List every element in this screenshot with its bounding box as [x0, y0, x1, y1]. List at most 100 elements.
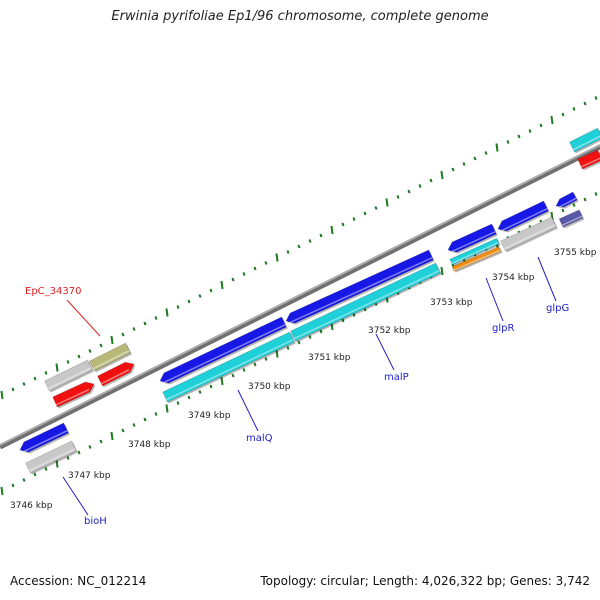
- feature-blue-bioH-highlight: [20, 430, 68, 454]
- minor-tick: [242, 368, 246, 372]
- feature-blue-glpR-highlight: [448, 231, 496, 254]
- position-label: 3750 kbp: [248, 382, 291, 392]
- label-layer: 3746 kbp 3747 kbp 3748 kbp 3749 kbp 3750 kbp…: [10, 248, 597, 527]
- position-label: 3754 kbp: [492, 273, 535, 283]
- feature-red-edge-highlight: [580, 157, 600, 168]
- gene-label-glpg: glpG: [546, 303, 569, 314]
- feature-red-1-body: [52, 381, 95, 408]
- minor-tick: [374, 206, 378, 210]
- minor-tick: [264, 357, 268, 361]
- feature-red-edge-body: [577, 149, 600, 170]
- position-label: 3753 kbp: [430, 298, 473, 308]
- feature-red-2: [97, 361, 136, 388]
- minor-tick: [132, 327, 136, 331]
- topology-label: Topology: circular; Length: 4,026,322 bp…: [260, 574, 590, 588]
- feature-red-2-highlight: [101, 369, 130, 385]
- major-tick: [550, 115, 554, 125]
- minor-tick: [33, 376, 37, 381]
- minor-tick: [209, 288, 213, 293]
- feature-cyan-malQ: [162, 331, 296, 404]
- major-tick: [165, 308, 169, 317]
- feature-cyan-edge-body: [569, 127, 600, 153]
- minor-tick: [99, 343, 103, 348]
- feature-blue-bioH-body: [19, 422, 69, 453]
- minor-tick: [231, 373, 235, 378]
- minor-tick: [198, 294, 202, 298]
- feature-olive: [89, 342, 132, 373]
- minor-tick: [77, 354, 81, 359]
- minor-tick: [572, 203, 576, 207]
- minor-tick: [286, 346, 290, 350]
- minor-tick: [341, 318, 345, 323]
- position-label: 3752 kbp: [368, 326, 411, 336]
- map-title: Erwinia pyrifoliae Ep1/96 chromosome, co…: [111, 9, 489, 24]
- major-tick: [275, 253, 279, 262]
- feature-gray-glpG-highlight: [503, 224, 556, 250]
- minor-tick: [264, 261, 268, 265]
- minor-tick: [44, 467, 48, 471]
- minor-tick: [363, 211, 367, 216]
- minor-tick: [121, 332, 125, 337]
- feature-gray-upper: [44, 359, 94, 393]
- minor-tick: [583, 101, 587, 106]
- feature-slate: [558, 209, 585, 229]
- minor-tick: [308, 239, 312, 243]
- minor-tick: [594, 96, 598, 100]
- minor-tick: [209, 384, 213, 389]
- feature-gray-glpG-body: [500, 216, 557, 252]
- feature-blue-glpG-highlight: [498, 208, 548, 233]
- minor-tick: [561, 112, 565, 117]
- minor-tick: [561, 208, 565, 213]
- feature-blue-glpR-body: [447, 223, 497, 253]
- feature-blue-small: [555, 191, 579, 209]
- feature-gray-glpG: [500, 216, 558, 253]
- feature-cyan-malP-highlight: [293, 270, 440, 340]
- position-label: 3749 kbp: [188, 411, 231, 421]
- minor-tick: [341, 222, 345, 227]
- feature-cyan-edge: [569, 127, 600, 154]
- minor-tick: [33, 472, 37, 477]
- minor-tick: [418, 184, 422, 188]
- minor-tick: [77, 450, 81, 455]
- minor-tick: [176, 401, 180, 405]
- feature-blue-small-body: [555, 191, 578, 208]
- minor-tick: [154, 412, 158, 416]
- minor-tick: [121, 428, 125, 433]
- minor-tick: [242, 272, 246, 276]
- minor-tick: [528, 129, 532, 133]
- position-label: 3751 kbp: [308, 353, 351, 363]
- leader-glpr: [485, 277, 504, 322]
- minor-tick: [319, 329, 323, 334]
- major-tick: [330, 225, 334, 235]
- minor-tick: [66, 456, 70, 460]
- major-tick: [440, 170, 444, 180]
- gene-label-bioh: bioH: [84, 516, 107, 527]
- minor-tick: [572, 107, 576, 111]
- feature-cyan-malQ-body: [162, 331, 295, 403]
- feature-red-1: [52, 381, 96, 409]
- minor-tick: [297, 244, 301, 249]
- feature-blue-glpR: [447, 223, 498, 254]
- feature-cyan-malQ-highlight: [165, 339, 294, 401]
- minor-tick: [473, 156, 477, 161]
- feature-cyan-glpR-highlight: [451, 241, 499, 265]
- major-tick: [220, 280, 224, 290]
- backbone-line: [0, 144, 600, 446]
- minor-tick: [132, 423, 136, 427]
- feature-red-edge: [577, 149, 600, 171]
- minor-tick: [143, 321, 147, 326]
- major-tick: [110, 431, 114, 441]
- feature-blue-malP-highlight: [286, 257, 433, 325]
- feature-blue-small-highlight: [556, 197, 577, 209]
- feature-gray-lower-highlight: [28, 448, 76, 472]
- minor-tick: [517, 134, 521, 139]
- feature-orange-body: [451, 246, 502, 272]
- feature-cyan-glpR-body: [449, 237, 500, 266]
- feature-blue-malQ: [159, 316, 288, 385]
- feature-gray-lower-body: [25, 440, 77, 474]
- minor-tick: [88, 445, 92, 449]
- minor-tick: [187, 299, 191, 304]
- leader-bioh: [62, 476, 89, 516]
- outer-tick-track: [0, 96, 598, 400]
- major-tick: [385, 198, 389, 207]
